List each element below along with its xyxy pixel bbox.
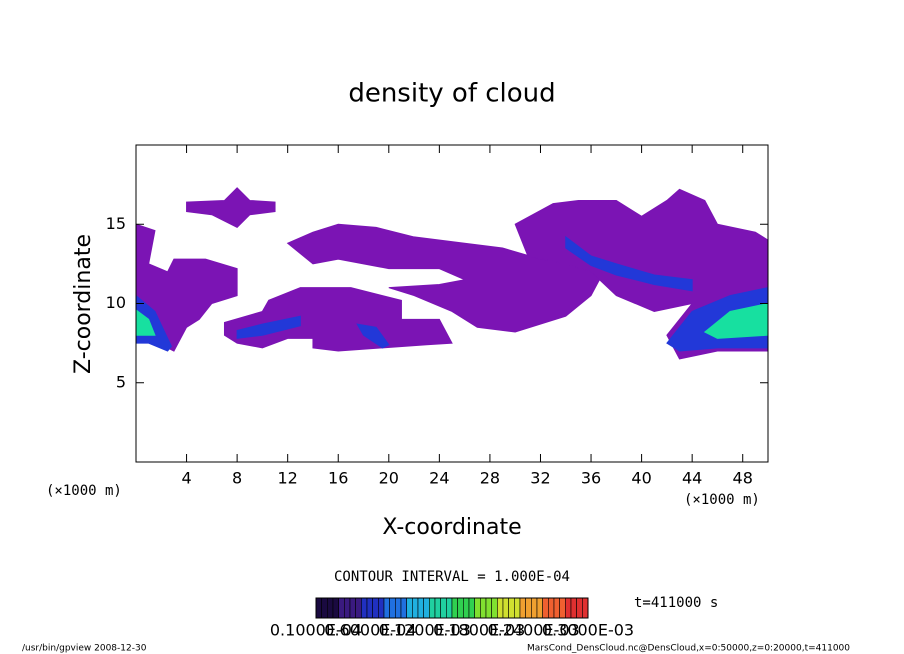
colorbar-cell [468,597,475,619]
x-tick-label: 28 [480,469,500,488]
colorbar-cell [355,597,362,619]
colorbar-cell [457,597,464,619]
x-tick-label: 20 [379,469,399,488]
colorbar-cell [344,597,351,619]
cloud-region [186,187,276,229]
cloud-region [565,235,693,292]
colorbar-cell [327,597,334,619]
colorbar-cell [321,597,328,619]
colorbar-cell [582,597,589,619]
colorbar-cell [519,597,526,619]
colorbar-cell [570,597,577,619]
colorbar-cell [525,597,532,619]
x-tick-label: 36 [581,469,601,488]
colorbar-label: 0.3000E-03 [542,621,634,640]
colorbar-cell [315,597,322,619]
colorbar-cell [451,597,458,619]
colorbar-cell [480,597,487,619]
y-tick-label: 10 [106,293,126,312]
colorbar-cell [412,597,419,619]
colorbar-cell [366,597,373,619]
colorbar-cell [565,597,572,619]
x-unit: (×1000 m) [684,492,760,508]
colorbar-label: 0.1800E-03 [433,621,525,640]
x-tick-label: 24 [429,469,449,488]
colorbar-label: 0.2400E-03 [487,621,579,640]
colorbar-cell [383,597,390,619]
colorbar-cell [400,597,407,619]
colorbar-cell [417,597,424,619]
colorbar-cell [440,597,447,619]
colorbar-cell [502,597,509,619]
colorbar-cell [514,597,521,619]
cloud-region [236,315,301,339]
colorbar-frame [315,597,589,619]
colorbar-cell [508,597,515,619]
colorbar-cell [434,597,441,619]
colorbar-cell [548,597,555,619]
x-tick-label: 8 [232,469,242,488]
x-axis-label: X-coordinate [382,515,521,540]
colorbar-cell [491,597,498,619]
y-tick-label: 15 [106,214,126,233]
colorbar-cell [349,597,356,619]
x-unit: (×1000 m) [46,483,122,499]
footer: MarsCond_DensCloud.nc@DensCloud,x=0:5000… [527,644,850,654]
colorbar-cell [372,597,379,619]
cloud-region [356,323,390,349]
colorbar-label: 0.1200E-03 [379,621,471,640]
colorbar-cell [463,597,470,619]
colorbar-cell [542,597,549,619]
x-tick-label: 48 [733,469,753,488]
colorbar-cell [378,597,385,619]
colorbar-cell [338,597,345,619]
colorbar-cell [559,597,566,619]
x-tick-label: 4 [181,469,191,488]
x-tick-label: 12 [278,469,298,488]
colorbar-cell [497,597,504,619]
x-tick-label: 16 [328,469,348,488]
colorbar-cell [361,597,368,619]
colorbar-cell [576,597,583,619]
colorbar-cell [332,597,339,619]
colorbar-cell [429,597,436,619]
cloud-region [286,223,605,333]
colorbar-cell [423,597,430,619]
colorbar-cell [389,597,396,619]
colorbar-cell [485,597,492,619]
y-axis-label: Z-coordinate [71,234,96,374]
chart-title: density of cloud [348,79,555,109]
colorbar-cell [536,597,543,619]
colorbar-cell [446,597,453,619]
cloud-region [223,287,453,352]
contour-interval: CONTOUR INTERVAL = 1.000E-04 [334,569,570,585]
colorbar-label: 0.1000E-04 [270,621,362,640]
x-tick-label: 44 [682,469,702,488]
time-label: t=411000 s [634,595,718,611]
colorbar-cell [474,597,481,619]
colorbar-cell [553,597,560,619]
colorbar-cell [531,597,538,619]
x-tick-label: 40 [631,469,651,488]
x-tick-label: 32 [530,469,550,488]
y-tick-label: 5 [116,372,126,391]
colorbar-label: 0.6000E-04 [324,621,416,640]
footer: /usr/bin/gpview 2008-12-30 [22,644,147,654]
colorbar-cell [406,597,413,619]
colorbar-cell [395,597,402,619]
